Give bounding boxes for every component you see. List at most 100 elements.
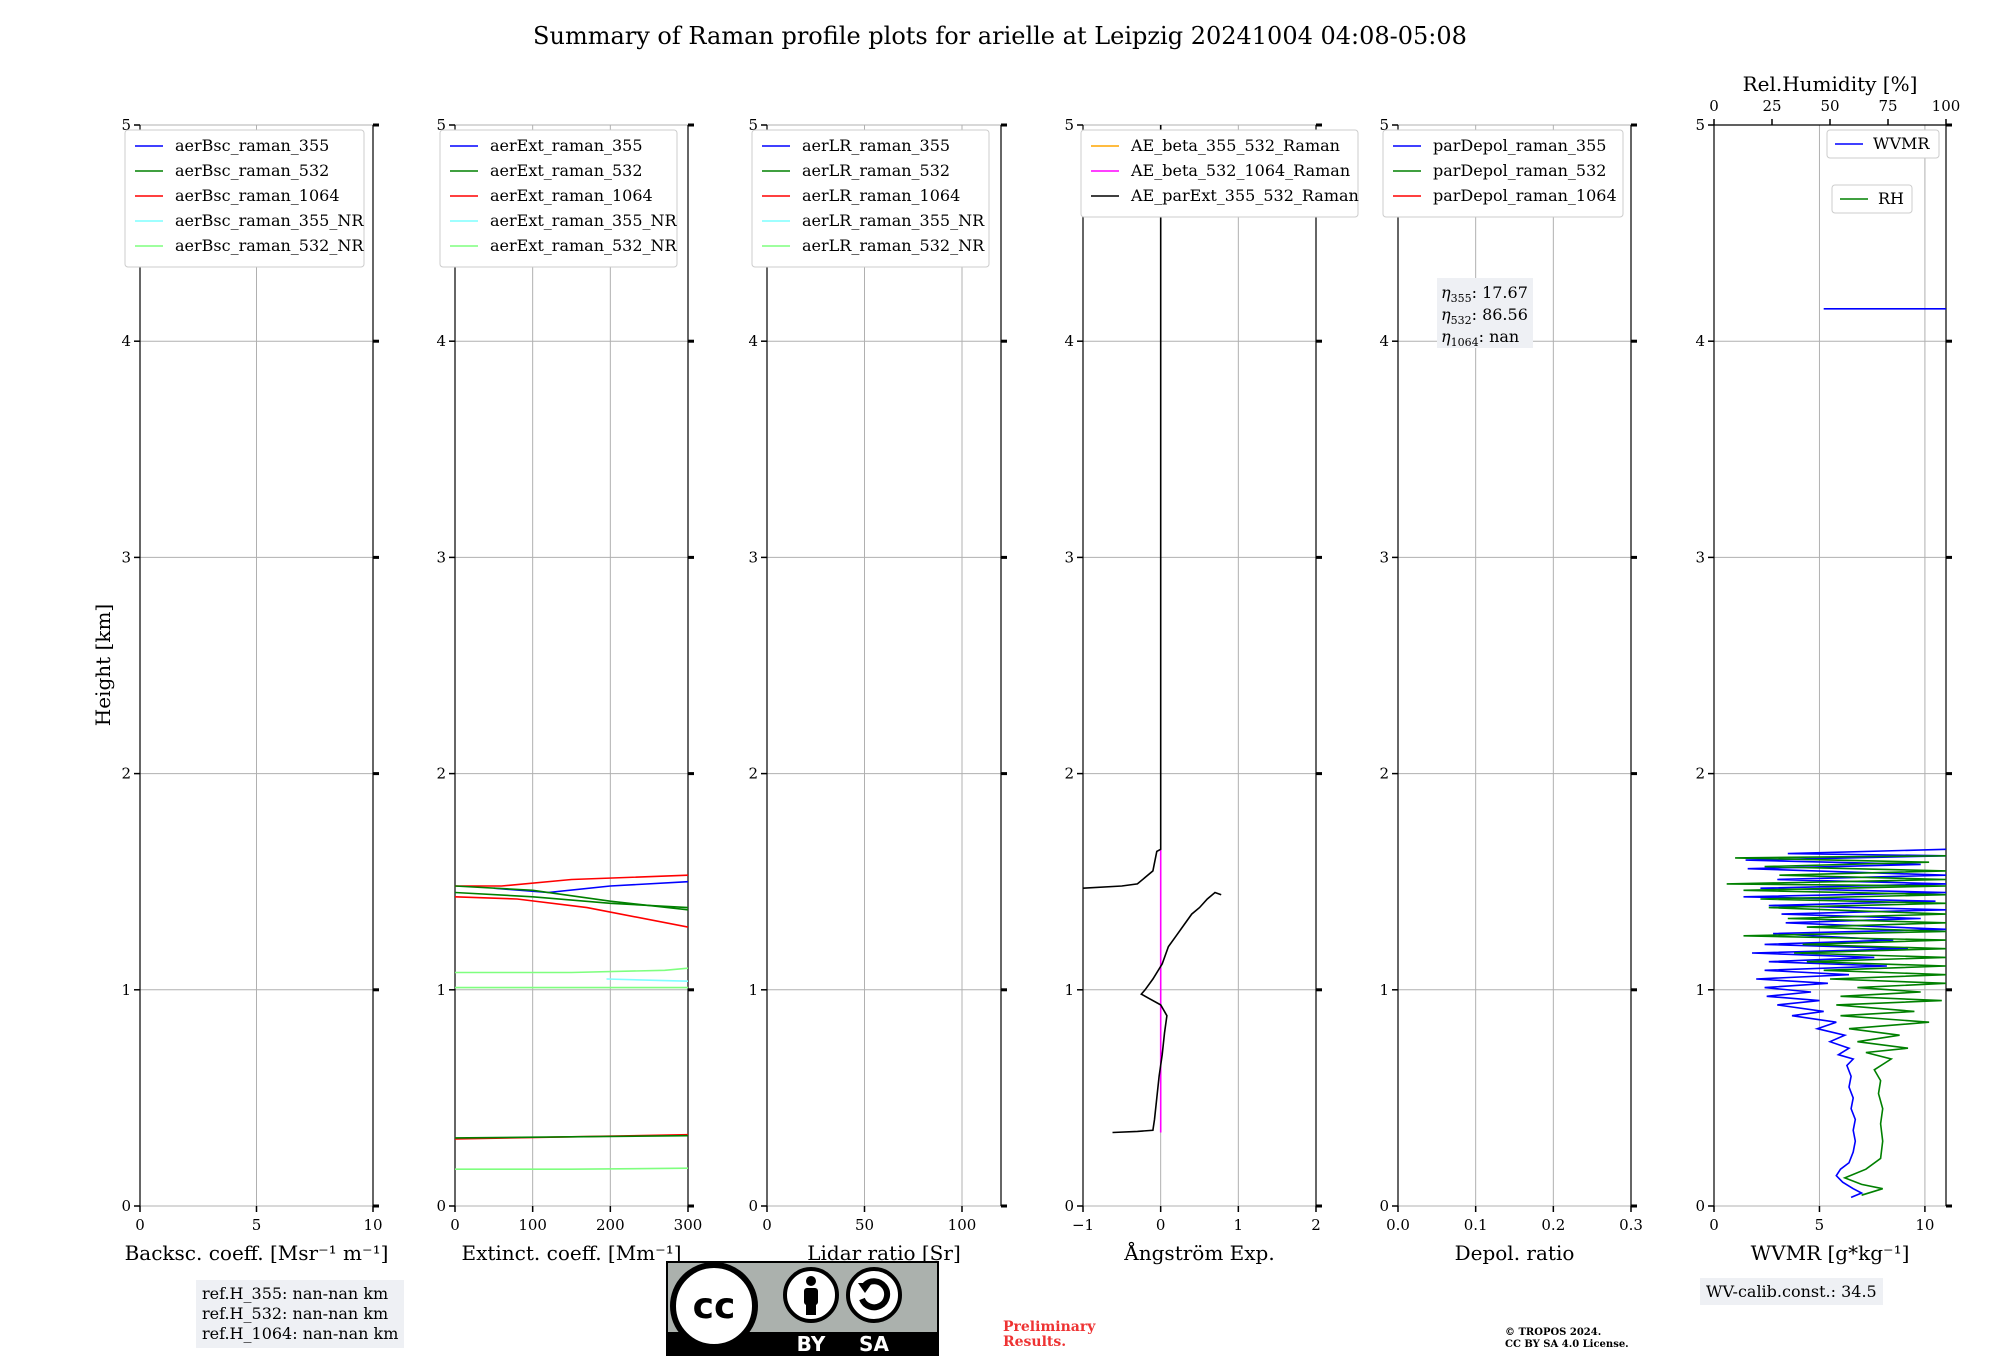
series-line-aerExt_raman_532_NR	[455, 967, 688, 974]
y-tick-label: 0	[1695, 1197, 1705, 1215]
legend-entry: RH	[1878, 189, 1904, 208]
legend: aerLR_raman_355 aerLR_raman_532 aerLR_rama…	[751, 129, 990, 268]
top-x-axis-label: Rel.Humidity [%]	[1743, 72, 1918, 96]
series-line-aerExt_raman_532	[455, 891, 688, 909]
x-tick-label: 0	[1156, 1216, 1166, 1234]
legend-frame	[1826, 129, 1940, 159]
y-tick-label: 2	[121, 765, 131, 783]
series-line-AE_parExt_355_532_Raman	[1112, 891, 1222, 1134]
eta-box	[1437, 278, 1533, 348]
cc-sa-label: SA	[859, 1332, 889, 1356]
legend: parDepol_raman_355 parDepol_raman_532 parD…	[1382, 129, 1624, 218]
x-tick-label: 10	[1915, 1216, 1934, 1234]
eta-1064: η1064: nan	[1441, 327, 1519, 349]
figure-title: Summary of Raman profile plots for ariel…	[533, 22, 1467, 50]
series-line-WVMR	[1743, 848, 1946, 1199]
copyright-note: © TROPOS 2024. CC BY SA 4.0 License.	[1505, 1327, 1629, 1351]
y-tick-label: 5	[1064, 116, 1074, 134]
y-tick-label: 2	[1379, 765, 1389, 783]
legend-entry: AE_parExt_355_532_Raman	[1130, 186, 1359, 205]
x-tick-label: 2	[1311, 1216, 1321, 1234]
series-line-aerExt_raman_1064	[455, 896, 688, 928]
legend-frame	[751, 129, 990, 268]
x-tick-label: 0.2	[1541, 1216, 1565, 1234]
x-tick-label: 200	[596, 1216, 625, 1234]
y-tick-label: 0	[1064, 1197, 1074, 1215]
x-tick-label: −1	[1072, 1216, 1094, 1234]
legend-entry: aerBsc_raman_355_NR	[175, 211, 364, 230]
legend-entry: parDepol_raman_532	[1433, 161, 1606, 180]
y-tick-label: 4	[1064, 332, 1074, 350]
x-tick-label: 5	[1815, 1216, 1825, 1234]
y-tick-label: 0	[436, 1197, 446, 1215]
y-tick-label: 2	[748, 765, 758, 783]
series-line-RH	[1726, 855, 1946, 1196]
series-line-aerExt_raman_532_NR	[455, 1167, 688, 1170]
legend-entry: aerBsc_raman_355	[175, 136, 329, 155]
y-tick-label: 0	[121, 1197, 131, 1215]
panel-5: 0 1 2 3 4 5 0.0 0.1 0.2 0.3 Depol. ratio parDepol_r…	[1379, 116, 1642, 1265]
legend-frame	[439, 129, 678, 268]
x-tick-label: 0.3	[1619, 1216, 1643, 1234]
x-tick-label: 100	[518, 1216, 547, 1234]
y-tick-label: 3	[748, 548, 758, 566]
legend-entry: parDepol_raman_1064	[1433, 186, 1617, 205]
x-axis-label: WVMR [g*kg⁻¹]	[1751, 1241, 1910, 1265]
y-tick-label: 1	[1064, 981, 1074, 999]
legend-entry: parDepol_raman_355	[1433, 136, 1606, 155]
eta-532: η532: 86.56	[1441, 305, 1528, 327]
y-tick-label: 4	[1695, 332, 1705, 350]
legend-frame	[124, 129, 365, 268]
legend-entry: aerExt_raman_1064	[490, 186, 653, 205]
legend-wvmr: WVMR	[1826, 129, 1940, 159]
series-line-aerExt_raman_1064	[455, 874, 688, 887]
x-axis-label: Extinct. coeff. [Mm⁻¹]	[461, 1241, 681, 1265]
legend-entry: aerExt_raman_532_NR	[490, 236, 678, 255]
x-tick-label: 0.1	[1464, 1216, 1488, 1234]
x-tick-label: 0	[450, 1216, 460, 1234]
y-tick-label: 1	[1695, 981, 1705, 999]
y-tick-label: 3	[1379, 548, 1389, 566]
y-tick-label: 0	[748, 1197, 758, 1215]
legend-entry: aerExt_raman_532	[490, 161, 643, 180]
x-axis-label: Ångström Exp.	[1123, 1240, 1274, 1265]
preliminary-line-2: Results.	[1003, 1334, 1067, 1350]
top-x-tick-label: 100	[1932, 97, 1961, 115]
ref-height-355: ref.H_355: nan-nan km	[202, 1284, 389, 1303]
top-x-tick-label: 75	[1878, 97, 1897, 115]
cc-icon	[670, 1262, 758, 1350]
legend-entry: AE_beta_355_532_Raman	[1130, 136, 1340, 155]
y-tick-label: 4	[748, 332, 758, 350]
y-tick-label: 1	[748, 981, 758, 999]
ref-height-532: ref.H_532: nan-nan km	[202, 1304, 389, 1323]
y-tick-label: 5	[121, 116, 131, 134]
preliminary-line-1: Preliminary	[1003, 1319, 1096, 1335]
legend-entry: aerLR_raman_355_NR	[802, 211, 985, 230]
y-tick-label: 3	[121, 548, 131, 566]
x-tick-label: 0	[762, 1216, 772, 1234]
y-tick-label: 3	[436, 548, 446, 566]
legend: AE_beta_355_532_Raman AE_beta_532_1064_Ra…	[1080, 129, 1359, 218]
reference-height-box: ref.H_355: nan-nan km ref.H_532: nan-nan…	[196, 1280, 405, 1348]
x-tick-label: 10	[363, 1216, 382, 1234]
y-axis-label: Height [km]	[91, 604, 115, 726]
legend-rh: RH	[1831, 184, 1913, 214]
y-tick-label: 4	[121, 332, 131, 350]
series-line-aerExt_raman_355_NR	[606, 978, 688, 982]
x-tick-label: 1	[1234, 1216, 1244, 1234]
legend-entry: aerLR_raman_355	[802, 136, 950, 155]
wv-calibration-constant: WV-calib.const.: 34.5	[1700, 1278, 1883, 1305]
x-axis-label: Backsc. coeff. [Msr⁻¹ m⁻¹]	[125, 1241, 389, 1265]
x-tick-label: 0	[1709, 1216, 1719, 1234]
y-tick-label: 2	[1064, 765, 1074, 783]
legend-entry: aerBsc_raman_532	[175, 161, 329, 180]
top-x-tick-label: 0	[1709, 97, 1719, 115]
y-tick-label: 1	[436, 981, 446, 999]
legend-frame	[1080, 129, 1359, 218]
legend-entry: aerExt_raman_355	[490, 136, 643, 155]
legend: aerBsc_raman_355 aerBsc_raman_532 aerBsc_r…	[124, 129, 365, 268]
copyright-line-2: CC BY SA 4.0 License.	[1505, 1339, 1629, 1350]
